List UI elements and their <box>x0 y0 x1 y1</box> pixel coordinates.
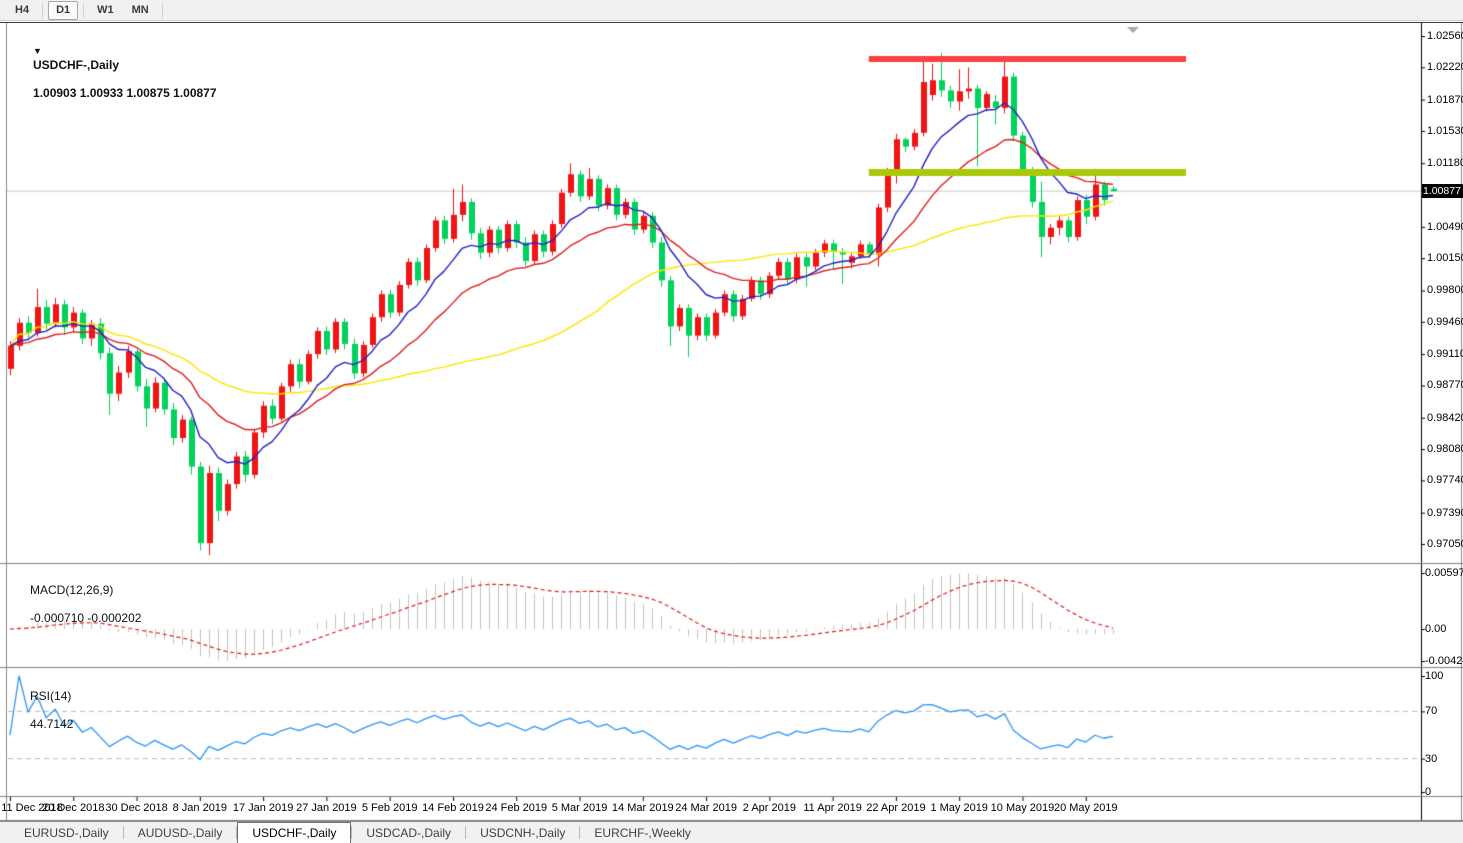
macd-indicator-label: MACD(12,26,9) -0.000710 -0.000202 <box>10 569 141 639</box>
chart-tab-eurchf-weekly[interactable]: EURCHF-,Weekly <box>594 826 691 840</box>
chart-tab-eurusd-daily[interactable]: EURUSD-,Daily <box>24 826 109 840</box>
chart-tab-usdchf-daily[interactable]: USDCHF-,Daily <box>237 822 352 843</box>
toolbar-separator <box>161 2 163 18</box>
date-tick-label: 5 Feb 2019 <box>361 802 418 814</box>
tab-separator <box>579 826 581 839</box>
date-tick-label: 2 Apr 2019 <box>742 802 796 814</box>
date-tick-label: 1 May 2019 <box>930 802 988 814</box>
axis-tick-label: 0.00597 <box>1425 567 1463 579</box>
macd-values: -0.000710 -0.000202 <box>30 611 142 625</box>
date-tick-label: 27 Jan 2019 <box>296 802 357 814</box>
period-button-d1[interactable]: D1 <box>48 0 79 20</box>
toolbar-separator <box>83 2 85 18</box>
axis-tick-label: 0.99110 <box>1427 348 1463 361</box>
axis-tick-label: 0.97050 <box>1427 538 1463 551</box>
axis-tick-label: 1.02220 <box>1427 61 1463 74</box>
chart-canvas[interactable] <box>0 23 1463 822</box>
chart-tab-usdcnh-daily[interactable]: USDCNH-,Daily <box>480 826 566 840</box>
tab-separator <box>351 826 353 839</box>
axis-tick-label: 100 <box>1425 670 1444 682</box>
chart-area: ▼ USDCHF-,Daily 1.00903 1.00933 1.00875 … <box>0 22 1463 822</box>
axis-tick-label: 0.00 <box>1425 623 1447 635</box>
axis-tick-label: 70 <box>1425 705 1438 718</box>
period-button-mn[interactable]: MN <box>131 3 149 16</box>
rsi-name: RSI(14) <box>30 689 72 703</box>
date-tick-label: 22 Apr 2019 <box>866 802 926 814</box>
date-tick-label: 8 Jan 2019 <box>172 802 228 814</box>
axis-tick-label: 1.00490 <box>1427 220 1463 233</box>
axis-tick-label: 0.98420 <box>1427 411 1463 424</box>
chart-title: ▼ USDCHF-,Daily 1.00903 1.00933 1.00875 … <box>13 30 217 114</box>
period-button-h4[interactable]: H4 <box>15 3 30 16</box>
date-tick-label: 20 Dec 2018 <box>42 802 105 814</box>
axis-tick-label: 1.01530 <box>1427 124 1463 137</box>
axis-tick-label: 0.97390 <box>1427 506 1463 519</box>
axis-tick-label: 30 <box>1425 752 1438 765</box>
axis-tick-label: 1.00150 <box>1427 252 1463 265</box>
axis-tick-label: 0 <box>1425 786 1432 798</box>
date-tick-label: 24 Feb 2019 <box>485 802 548 814</box>
date-tick-label: 11 Dec 2018 <box>1 802 63 814</box>
axis-tick-label: -0.004243 <box>1425 655 1463 667</box>
toolbar-separator <box>42 2 44 18</box>
macd-name: MACD(12,26,9) <box>30 583 114 597</box>
chart-tab-usdcad-daily[interactable]: USDCAD-,Daily <box>366 826 452 840</box>
date-tick-label: 11 Apr 2019 <box>803 802 862 814</box>
date-tick-label: 30 Dec 2018 <box>105 802 168 814</box>
date-tick-label: 24 Mar 2019 <box>675 802 737 814</box>
chart-tab-audusd-daily[interactable]: AUDUSD-,Daily <box>137 826 223 840</box>
tab-separator <box>122 826 124 839</box>
symbol-dropdown-icon: ▼ <box>33 46 42 56</box>
chart-tab-bar: EURUSD-,Daily AUDUSD-,Daily USDCHF-,Daily U… <box>0 821 1463 843</box>
ohlc-values: 1.00903 1.00933 1.00875 1.00877 <box>33 86 217 100</box>
axis-tick-label: 0.98770 <box>1427 379 1463 392</box>
tab-separator <box>465 826 467 839</box>
axis-tick-label: 1.01180 <box>1427 157 1463 170</box>
date-tick-label: 17 Jan 2019 <box>232 802 294 814</box>
rsi-value: 44.7142 <box>30 717 74 731</box>
axis-tick-label: 0.97740 <box>1427 474 1463 487</box>
date-tick-label: 20 May 2019 <box>1053 802 1118 814</box>
axis-tick-label: 1.01870 <box>1427 93 1463 106</box>
axis-tick-label: 0.99460 <box>1427 315 1463 328</box>
date-tick-label: 14 Mar 2019 <box>611 802 674 814</box>
date-tick-label: 10 May 2019 <box>990 802 1055 814</box>
period-toolbar: H4 D1 W1 MN <box>0 0 1463 21</box>
period-button-w1[interactable]: W1 <box>97 3 114 16</box>
tab-separator <box>236 826 238 839</box>
axis-tick-label: 0.99800 <box>1427 284 1463 297</box>
date-tick-label: 5 Mar 2019 <box>551 802 608 814</box>
symbol-name: USDCHF-,Daily <box>33 58 120 72</box>
axis-tick-label: 0.98080 <box>1427 443 1463 456</box>
current-price-badge: 1.00877 <box>1422 184 1463 199</box>
date-tick-label: 14 Feb 2019 <box>422 802 484 814</box>
axis-tick-label: 1.02560 <box>1427 30 1463 42</box>
rsi-indicator-label: RSI(14) 44.7142 <box>10 675 73 745</box>
